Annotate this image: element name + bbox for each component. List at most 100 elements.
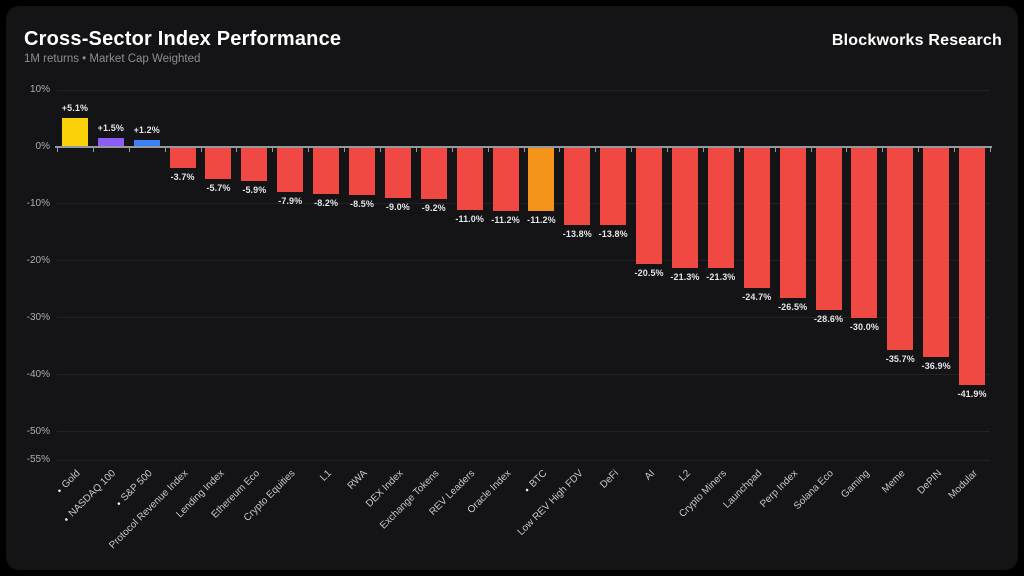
bar <box>671 146 698 269</box>
axis-tick <box>559 147 561 152</box>
x-axis-label: AI <box>642 468 657 483</box>
axis-tick <box>415 147 417 152</box>
axis-tick <box>882 147 884 152</box>
bar <box>384 146 411 199</box>
bar <box>851 146 878 318</box>
bar-value-label: -35.7% <box>885 354 915 365</box>
bar-value-label: -28.6% <box>813 313 844 324</box>
y-axis-label: -20% <box>26 254 50 266</box>
axis-tick <box>200 147 202 152</box>
x-axis-label: Low REV High FDV <box>515 468 586 538</box>
bar <box>923 146 950 357</box>
bar-value-label: +1.5% <box>97 123 124 134</box>
axis-tick <box>451 147 453 152</box>
bar <box>492 146 519 211</box>
bar-value-label: -9.0% <box>385 202 410 213</box>
bar-value-label: -9.2% <box>421 203 446 214</box>
x-axis-label: DeFi <box>598 468 621 491</box>
y-axis-label: -50% <box>26 425 50 437</box>
bar <box>349 146 376 196</box>
bar-chart: 10% 0% -10% -20% -30% -40% -50% -55% +5.1% +1.5% +… <box>6 6 1018 570</box>
axis-tick <box>523 147 525 152</box>
bar <box>205 146 232 180</box>
x-axis-label: RWA <box>345 468 370 492</box>
bar-value-label: -7.9% <box>278 195 303 206</box>
axis-tick <box>990 147 991 152</box>
axis-tick <box>702 147 704 152</box>
x-axis-label: L2 <box>677 468 693 484</box>
bar <box>636 146 663 264</box>
gridline <box>57 317 990 319</box>
x-axis-line <box>55 145 992 148</box>
bar-value-label: -3.7% <box>170 171 195 182</box>
bar <box>564 146 591 226</box>
gridline <box>57 260 990 262</box>
gridline <box>57 431 990 433</box>
bar-value-label: -21.3% <box>670 272 700 283</box>
axis-tick <box>595 147 597 152</box>
axis-tick <box>846 147 848 152</box>
gridline <box>57 374 990 376</box>
x-axis-label: ●BTC <box>523 468 550 494</box>
bar <box>959 146 986 386</box>
bar <box>707 146 734 269</box>
axis-tick <box>667 147 669 152</box>
bar-value-label: -11.2% <box>527 214 556 225</box>
axis-tick <box>810 147 812 152</box>
bar-value-label: +1.2% <box>133 125 160 136</box>
axis-tick <box>128 147 130 152</box>
page-title: Cross-Sector Index Performance <box>24 28 342 50</box>
gridline <box>57 459 990 461</box>
y-axis-label: -40% <box>26 368 50 380</box>
bar-value-label: -13.8% <box>562 229 592 240</box>
y-axis-label: 10% <box>29 84 50 95</box>
bar <box>313 146 340 194</box>
axis-tick <box>164 147 166 152</box>
bar-value-label: -30.0% <box>849 321 879 332</box>
bar-value-label: -41.9% <box>957 389 987 400</box>
bar-value-label: -8.5% <box>350 199 375 210</box>
bar-value-label: -26.5% <box>778 301 808 312</box>
bar-value-label: -11.0% <box>455 213 484 224</box>
brand-wordmark: Blockworks Research <box>831 32 1002 49</box>
bar-value-label: -5.7% <box>206 183 231 194</box>
axis-tick <box>738 147 740 152</box>
bar <box>61 117 88 147</box>
page-subtitle: 1M returns • Market Cap Weighted <box>24 53 201 65</box>
y-axis-label: -10% <box>26 197 50 209</box>
gridline <box>57 89 990 91</box>
axis-tick <box>379 147 381 152</box>
axis-tick <box>918 147 920 152</box>
bar-value-label: -20.5% <box>634 267 664 278</box>
y-axis-label: -55% <box>26 454 50 465</box>
axis-tick <box>272 147 274 152</box>
bar <box>743 146 770 288</box>
axis-tick <box>236 147 238 152</box>
bar <box>241 146 268 181</box>
bar <box>815 146 842 310</box>
benchmark-bullet-icon: ● <box>115 500 123 508</box>
bar-value-label: -13.8% <box>598 229 628 240</box>
axis-tick <box>774 147 776 152</box>
bar-value-label: -36.9% <box>921 360 951 371</box>
x-axis-label: Modular <box>946 468 980 502</box>
bar <box>97 138 124 147</box>
bar <box>169 146 196 168</box>
bar <box>600 146 627 226</box>
axis-tick <box>57 147 58 152</box>
axis-tick <box>308 147 310 152</box>
bar-value-label: -24.7% <box>742 291 772 302</box>
x-axis-label: L1 <box>318 468 334 484</box>
benchmark-bullet-icon: ● <box>63 516 71 524</box>
x-axis-label: Meme <box>880 468 909 496</box>
benchmark-bullet-icon: ● <box>56 487 64 495</box>
benchmark-bullet-icon: ● <box>523 486 531 494</box>
bar <box>456 146 483 210</box>
axis-tick <box>344 147 346 152</box>
bar-value-label: -21.3% <box>706 272 736 283</box>
bar-value-label: -11.2% <box>491 214 520 225</box>
axis-tick <box>92 147 94 152</box>
y-axis-label: -30% <box>26 311 50 323</box>
bar <box>887 146 914 351</box>
bar <box>277 146 304 192</box>
